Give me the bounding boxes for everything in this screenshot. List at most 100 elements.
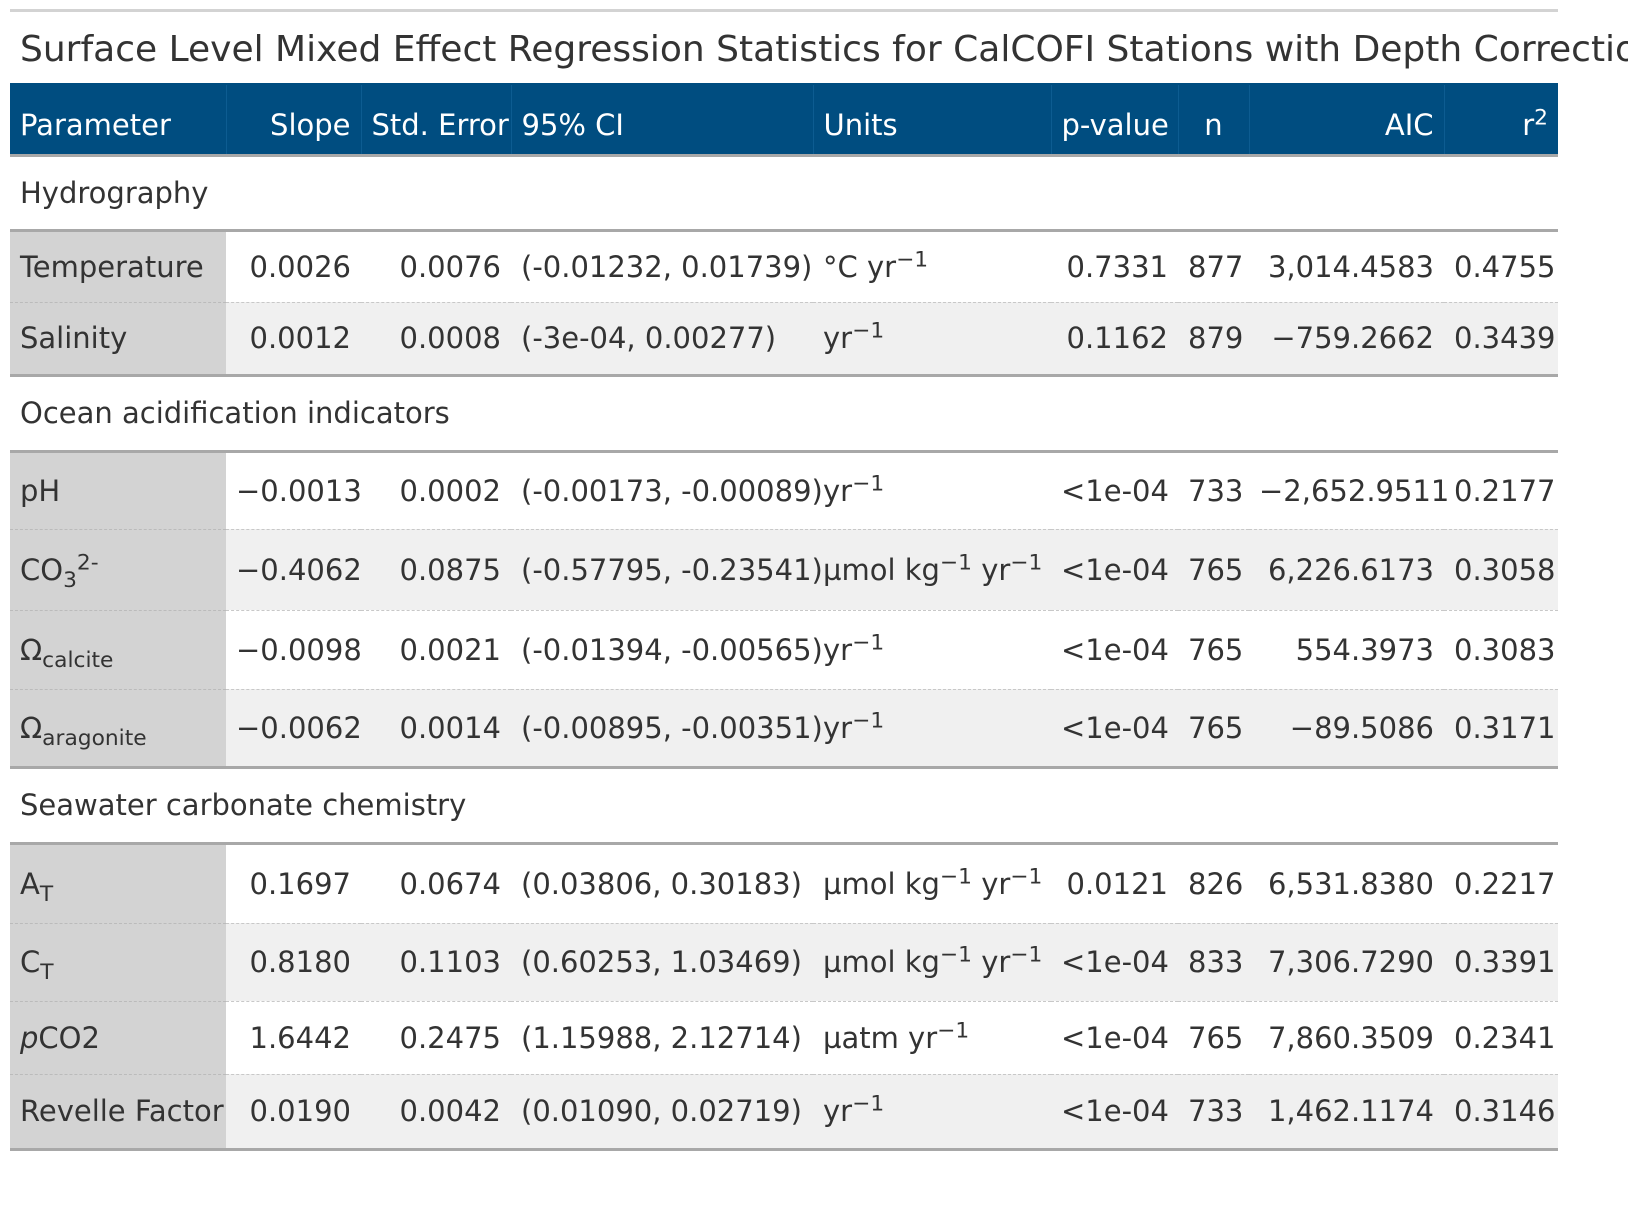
cell-slope: −0.0013 <box>236 473 362 508</box>
units-exponent: −1 <box>852 707 885 733</box>
units-text: µatm yr <box>823 1020 938 1055</box>
table-row: Salinity 0.0012 0.0008 (-3e-04, 0.00277) yr−… <box>10 301 1558 377</box>
units-exponent: −1 <box>937 1017 970 1043</box>
cell-ci: (1.15988, 2.12714) <box>511 1000 813 1074</box>
cell-p-value: 0.7331 <box>1066 249 1168 284</box>
table-row: pH −0.0013 0.0002 (-0.00173, -0.00089) yr−1 <… <box>10 451 1558 529</box>
parameter-subscript: T <box>39 881 54 907</box>
cell-units: yr−1 <box>813 451 1051 529</box>
cell-p-value: <1e-04 <box>1051 922 1178 1001</box>
parameter-name: CO2 <box>38 1020 100 1055</box>
cell-aic: 554.3973 <box>1249 609 1444 689</box>
units-exponent: −1 <box>939 942 972 968</box>
cell-aic: 6,531.8380 <box>1267 866 1434 901</box>
group-row: Ocean acidification indicators <box>10 375 1558 453</box>
table-row: pCO2 1.6442 0.2475 (1.15988, 2.12714) µatm y… <box>10 1000 1558 1074</box>
cell-r2: 0.3058 <box>1444 528 1558 610</box>
cell-n: 877 <box>1188 249 1244 284</box>
cell-n: 826 <box>1188 866 1244 901</box>
parameter-name: Temperature <box>20 249 204 284</box>
table-header: Parameter Slope Std. Error 95% CI Units … <box>10 84 1558 155</box>
cell-units: yr−1 <box>813 609 1051 689</box>
cell-r2: 0.3439 <box>1444 301 1558 377</box>
group-label: Ocean acidification indicators <box>10 375 1558 453</box>
cell-units: µmol kg−1 yr−1 <box>813 528 1051 610</box>
units-exponent: −1 <box>852 318 885 344</box>
cell-units: yr−1 <box>813 688 1051 769</box>
units-text: yr <box>823 321 853 355</box>
parameter-name: Ω <box>20 710 43 745</box>
parameter-name: Revelle Factor <box>20 1094 224 1128</box>
units-exponent: −1 <box>896 246 929 272</box>
cell-aic: −759.2662 <box>1249 301 1444 377</box>
units-text: yr <box>971 552 1011 587</box>
parameter-name: A <box>20 866 40 901</box>
cell-ci: (-3e-04, 0.00277) <box>511 301 813 377</box>
cell-std-error: 0.0076 <box>399 249 501 284</box>
cell-slope: −0.0098 <box>226 609 362 689</box>
header-r2-sup: 2 <box>1534 105 1548 131</box>
cell-ci: (-0.57795, -0.23541) <box>511 528 823 610</box>
units-exponent: −1 <box>852 1091 885 1117</box>
table-row: Ωaragonite −0.0062 0.0014 (-0.00895, -0.003… <box>10 688 1558 769</box>
cell-p-value: <1e-04 <box>1051 1073 1178 1151</box>
cell-aic: 1,462.1174 <box>1249 1073 1444 1151</box>
cell-r2: 0.2341 <box>1444 1000 1558 1074</box>
group-label: Hydrography <box>10 155 1558 232</box>
parameter-subscript: aragonite <box>42 725 147 751</box>
cell-r2: 0.3083 <box>1444 609 1558 689</box>
cell-units: µatm yr−1 <box>813 1000 1051 1074</box>
units-text: yr <box>823 710 853 745</box>
cell-ci: (0.60253, 1.03469) <box>511 922 813 1001</box>
cell-n: 765 <box>1178 688 1249 769</box>
cell-p-value: <1e-04 <box>1061 473 1169 508</box>
cell-slope: −0.4062 <box>226 528 362 610</box>
cell-ci: (0.03806, 0.30183) <box>521 866 802 901</box>
table-row: Temperature 0.0026 0.0076 (-0.01232, 0.0173… <box>10 230 1558 302</box>
cell-units: °C yr−1 <box>813 230 1051 302</box>
cell-r2: 0.3146 <box>1444 1073 1558 1151</box>
cell-slope: 0.0026 <box>249 249 351 284</box>
units-exponent: −1 <box>1010 942 1043 968</box>
cell-ci: (-0.01394, -0.00565) <box>511 609 823 689</box>
units-exponent: −1 <box>1010 549 1043 575</box>
cell-std-error: 0.0042 <box>361 1073 511 1151</box>
cell-std-error: 0.2475 <box>361 1000 511 1074</box>
units-exponent: −1 <box>939 549 972 575</box>
cell-r2: 0.3171 <box>1444 688 1558 769</box>
table-row: AT 0.1697 0.0674 (0.03806, 0.30183) µmol kg−… <box>10 843 1558 923</box>
cell-parameter: CO32- <box>10 528 226 610</box>
units-exponent: −1 <box>852 629 885 655</box>
cell-parameter: Salinity <box>10 301 226 377</box>
cell-parameter: pH <box>10 451 226 529</box>
parameter-subscript: calcite <box>42 647 114 673</box>
cell-r2: 0.2177 <box>1454 473 1556 508</box>
units-text: µmol kg <box>823 866 940 901</box>
units-exponent: −1 <box>852 470 885 496</box>
cell-r2: 0.3391 <box>1444 922 1558 1001</box>
cell-aic: 7,306.7290 <box>1249 922 1444 1001</box>
cell-p-value: <1e-04 <box>1051 1000 1178 1074</box>
cell-n: 765 <box>1178 1000 1249 1074</box>
cell-std-error: 0.0008 <box>361 301 511 377</box>
units-exponent: −1 <box>1010 863 1043 889</box>
table-row: CT 0.8180 0.1103 (0.60253, 1.03469) µmol kg−… <box>10 922 1558 1001</box>
cell-p-value: 0.0121 <box>1066 866 1168 901</box>
table-row: Ωcalcite −0.0098 0.0021 (-0.01394, -0.00565… <box>10 609 1558 689</box>
header-n: n <box>1178 84 1250 155</box>
parameter-italic-prefix: p <box>20 1020 39 1055</box>
units-text: µmol kg <box>823 552 940 587</box>
cell-std-error: 0.0014 <box>361 688 511 769</box>
cell-aic: −89.5086 <box>1249 688 1444 769</box>
cell-parameter: Ωaragonite <box>10 688 226 769</box>
cell-n: 733 <box>1188 473 1244 508</box>
parameter-subscript: T <box>40 959 54 985</box>
cell-ci: (-0.00895, -0.00351) <box>511 688 823 769</box>
group-row: Hydrography <box>10 155 1558 232</box>
cell-slope: 1.6442 <box>226 1000 361 1074</box>
units-exponent: −1 <box>939 863 972 889</box>
cell-p-value: <1e-04 <box>1051 688 1178 769</box>
parameter-name: CO <box>20 552 64 587</box>
group-row: Seawater carbonate chemistry <box>10 767 1558 845</box>
cell-parameter: CT <box>10 922 226 1001</box>
